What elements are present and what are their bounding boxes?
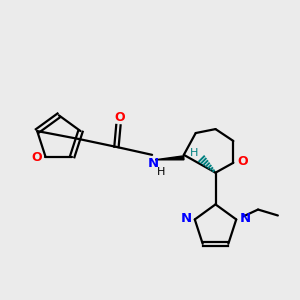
Text: H: H: [157, 167, 165, 177]
Text: N: N: [148, 157, 159, 170]
Text: O: O: [31, 151, 42, 164]
Text: O: O: [114, 111, 125, 124]
Text: N: N: [240, 212, 251, 225]
Text: N: N: [180, 212, 191, 225]
Polygon shape: [155, 156, 184, 160]
Text: O: O: [237, 155, 247, 168]
Text: H: H: [190, 148, 198, 158]
